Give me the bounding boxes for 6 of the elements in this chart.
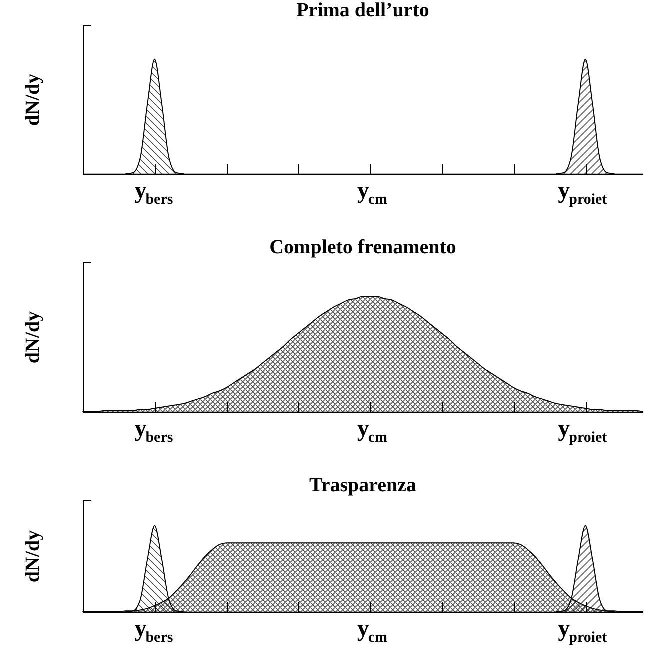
y-axis-title: dN/dy bbox=[22, 530, 44, 583]
y-axis-title: dN/dy bbox=[22, 311, 44, 364]
chart-title: Prima dell’urto bbox=[296, 0, 430, 22]
y-axis-title: dN/dy bbox=[22, 74, 44, 126]
chart-title: Completo frenamento bbox=[270, 236, 456, 258]
chart-title: Trasparenza bbox=[309, 474, 417, 496]
